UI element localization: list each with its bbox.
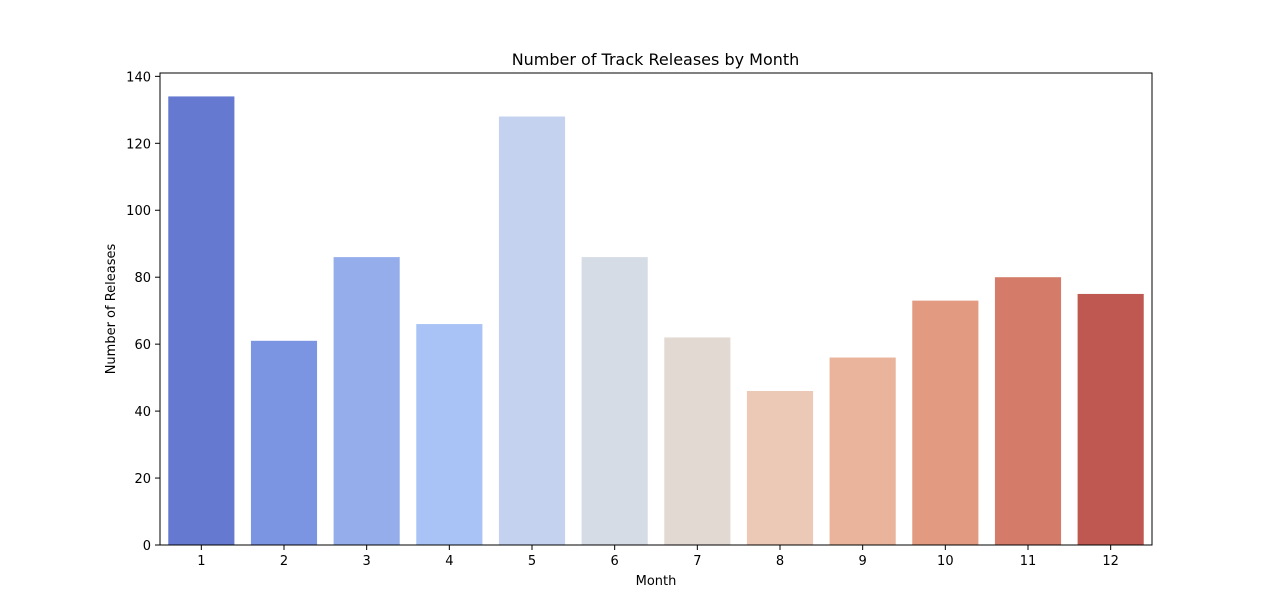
- y-tick-label: 60: [134, 338, 151, 353]
- x-axis-title: Month: [636, 574, 677, 589]
- bar-month-6: [581, 257, 648, 545]
- y-tick-label: 140: [126, 70, 151, 85]
- x-tick-label: 8: [776, 554, 784, 569]
- bar-month-1: [168, 96, 235, 546]
- bar-month-9: [829, 357, 896, 545]
- bar-month-7: [664, 337, 731, 545]
- x-tick-label: 1: [197, 554, 205, 569]
- y-tick-label: 100: [126, 204, 151, 219]
- y-tick-label: 20: [134, 472, 151, 487]
- bar-month-10: [912, 300, 979, 545]
- x-tick-label: 9: [859, 554, 867, 569]
- bars-layer: [168, 96, 1144, 546]
- x-tick-label: 10: [937, 554, 954, 569]
- y-axis-title: Number of Releases: [104, 243, 119, 374]
- x-axis: 1 2 3 4 5 6 7 8 9 10 11 12: [197, 545, 1119, 569]
- bar-month-3: [333, 257, 400, 545]
- bar-month-8: [746, 391, 814, 545]
- x-tick-label: 2: [280, 554, 288, 569]
- y-axis: 0 20 40 60 80 100 120 140: [126, 70, 160, 554]
- chart-title: Number of Track Releases by Month: [512, 50, 800, 69]
- x-tick-label: 11: [1020, 554, 1037, 569]
- x-tick-label: 7: [693, 554, 701, 569]
- bar-month-11: [994, 277, 1062, 545]
- x-tick-label: 5: [528, 554, 536, 569]
- bar-month-5: [498, 116, 566, 546]
- plot-frame: [159, 72, 1153, 546]
- y-tick-label: 0: [143, 539, 151, 554]
- y-tick-label: 40: [134, 405, 151, 420]
- bar-month-4: [416, 324, 483, 545]
- x-tick-label: 3: [363, 554, 371, 569]
- bar-month-12: [1077, 293, 1144, 545]
- x-tick-label: 6: [611, 554, 619, 569]
- y-tick-label: 120: [126, 137, 151, 152]
- x-tick-label: 4: [445, 554, 453, 569]
- x-tick-label: 12: [1102, 554, 1119, 569]
- bar-month-2: [250, 340, 318, 545]
- y-tick-label: 80: [134, 271, 151, 286]
